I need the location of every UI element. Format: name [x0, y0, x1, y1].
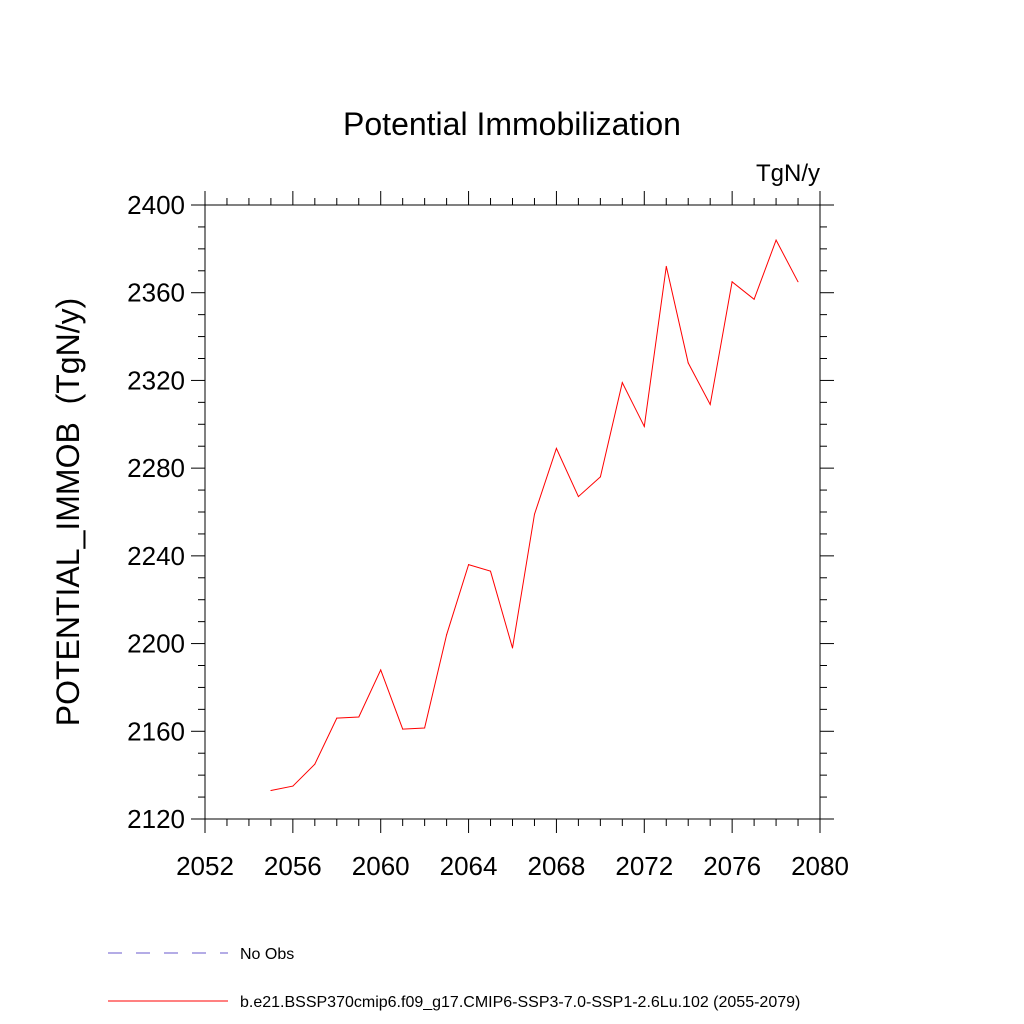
data-point [797, 281, 799, 283]
data-point [555, 447, 557, 449]
data-point [709, 404, 711, 406]
y-tick-label: 2120 [127, 804, 185, 834]
x-tick-label: 2072 [615, 851, 673, 881]
y-tick-label: 2240 [127, 541, 185, 571]
data-point [577, 496, 579, 498]
data-point [533, 513, 535, 515]
y-tick-label: 2400 [127, 190, 185, 220]
x-tick-label: 2064 [440, 851, 498, 881]
data-point [643, 425, 645, 427]
y-tick-labels: 2120 2160 2200 2240 2280 2320 2360 2400 [127, 190, 185, 834]
series-points [270, 239, 799, 791]
data-point [380, 669, 382, 671]
data-point [270, 789, 272, 791]
y-tick-label: 2160 [127, 716, 185, 746]
x-tick-labels: 2052 2056 2060 2064 2068 2072 2076 2080 [176, 851, 849, 881]
data-point [446, 634, 448, 636]
data-point [402, 728, 404, 730]
y-axis-label: POTENTIAL_IMMOB (TgN/y) [50, 298, 86, 726]
legend-series-label: b.e21.BSSP370cmip6.f09_g17.CMIP6-SSP3-7.… [240, 994, 800, 1011]
chart-title: Potential Immobilization [343, 106, 681, 142]
y-tick-label: 2320 [127, 365, 185, 395]
data-point [599, 476, 601, 478]
y-tick-label: 2280 [127, 453, 185, 483]
x-tick-label: 2056 [264, 851, 322, 881]
x-tick-label: 2060 [352, 851, 410, 881]
series-line [270, 238, 799, 791]
data-point [621, 382, 623, 384]
data-point [687, 362, 689, 364]
data-point [753, 298, 755, 300]
data-point [292, 785, 294, 787]
data-point [336, 717, 338, 719]
x-tick-label: 2076 [703, 851, 761, 881]
plot-frame [204, 204, 821, 820]
data-point [490, 570, 492, 572]
axis-ticks [191, 191, 834, 833]
x-tick-label: 2068 [528, 851, 586, 881]
data-point [775, 239, 777, 241]
legend-no-obs-label: No Obs [240, 946, 294, 963]
x-tick-label: 2052 [176, 851, 234, 881]
y-tick-label: 2360 [127, 278, 185, 308]
data-point [314, 763, 316, 765]
data-point [468, 564, 470, 566]
data-point [512, 647, 513, 649]
data-point [731, 281, 733, 283]
data-point [424, 727, 426, 729]
x-tick-label: 2080 [791, 851, 849, 881]
y-tick-label: 2200 [127, 629, 185, 659]
data-point [665, 265, 667, 267]
legend: No Obs b.e21.BSSP370cmip6.f09_g17.CMIP6-… [108, 946, 800, 1011]
data-point [358, 716, 360, 718]
units-label: TgN/y [756, 160, 820, 187]
